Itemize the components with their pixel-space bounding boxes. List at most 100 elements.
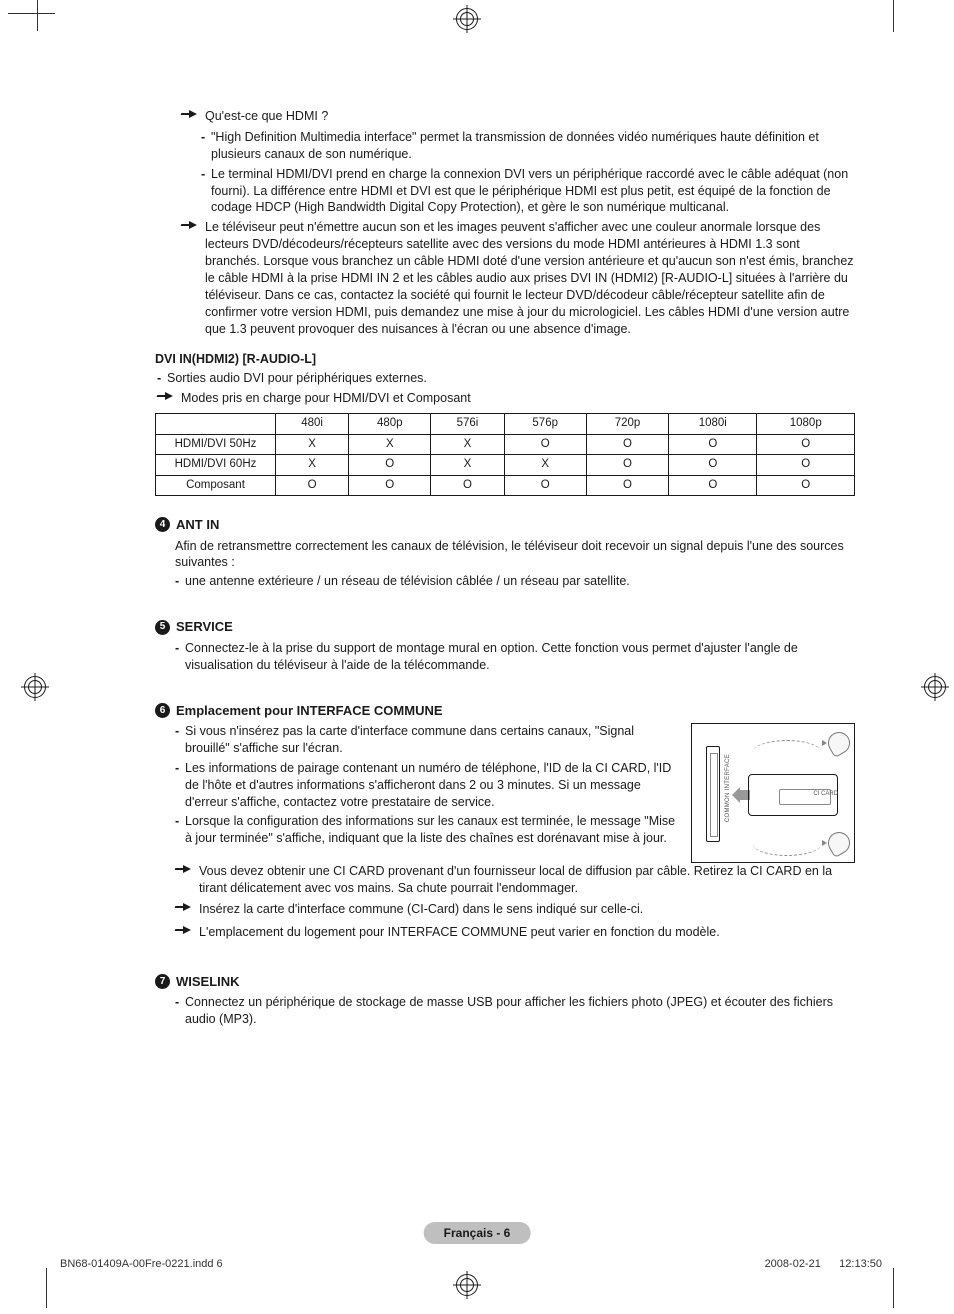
- arrow-bullet-icon: [181, 221, 195, 230]
- dash-icon: -: [201, 166, 211, 217]
- section-ant-in: 4 ANT IN Afin de retransmettre correctem…: [155, 516, 855, 590]
- arrow-bullet-icon: [175, 865, 189, 874]
- table-cell: O: [276, 475, 349, 496]
- ic-b2: Les informations de pairage contenant un…: [185, 760, 681, 811]
- wiselink-b1: Connectez un périphérique de stockage de…: [185, 994, 855, 1028]
- crop-mark-icon: [37, 13, 55, 31]
- ic-b3: Lorsque la configuration des information…: [185, 813, 681, 847]
- hdmi-block: Qu'est-ce que HDMI ? - "High Definition …: [181, 108, 855, 337]
- arrow-bullet-icon: [181, 110, 195, 119]
- dvi-b2: Modes pris en charge pour HDMI/DVI et Co…: [181, 390, 855, 407]
- motion-line-icon: [752, 830, 822, 856]
- table-cell: O: [586, 434, 668, 455]
- table-cell: HDMI/DVI 50Hz: [156, 434, 276, 455]
- dash-icon: -: [175, 813, 185, 847]
- table-cell: O: [349, 475, 431, 496]
- number-badge-icon: 5: [155, 620, 170, 635]
- hand-icon: [824, 728, 854, 758]
- table-cell: O: [669, 455, 757, 476]
- table-header: [156, 414, 276, 435]
- ci-card-label: CI CARD: [813, 790, 838, 798]
- table-header: 1080i: [669, 414, 757, 435]
- ic-a2: Insérez la carte d'interface commune (CI…: [199, 901, 855, 918]
- table-row: HDMI/DVI 50Hz X X X O O O O: [156, 434, 855, 455]
- table-row: HDMI/DVI 60Hz X O X X O O O: [156, 455, 855, 476]
- table-header: 720p: [586, 414, 668, 435]
- page-number-badge: Français - 6: [424, 1222, 531, 1244]
- number-badge-icon: 6: [155, 703, 170, 718]
- table-header: 576i: [431, 414, 504, 435]
- table-cell: X: [431, 434, 504, 455]
- section-title: WISELINK: [176, 973, 240, 991]
- dvi-block: DVI IN(HDMI2) [R-AUDIO-L] - Sorties audi…: [155, 351, 855, 496]
- table-cell: O: [431, 475, 504, 496]
- table-cell: X: [276, 455, 349, 476]
- dash-icon: -: [157, 370, 167, 387]
- dash-icon: -: [175, 573, 185, 590]
- table-cell: O: [669, 434, 757, 455]
- arrow-bullet-icon: [157, 392, 171, 401]
- footer-filename: BN68-01409A-00Fre-0221.indd 6: [60, 1257, 223, 1272]
- hdmi-def1: "High Definition Multimedia interface" p…: [211, 129, 855, 163]
- table-cell: Composant: [156, 475, 276, 496]
- dvi-title: DVI IN(HDMI2) [R-AUDIO-L]: [155, 351, 855, 368]
- ci-slot-icon: [706, 746, 720, 842]
- table-cell: HDMI/DVI 60Hz: [156, 455, 276, 476]
- arrow-bullet-icon: [175, 903, 189, 912]
- ci-card-illustration: COMMON INTERFACE CI CARD: [691, 723, 855, 863]
- section-interface-commune: 6 Emplacement pour INTERFACE COMMUNE COM…: [155, 702, 855, 945]
- registration-mark-icon: [456, 8, 478, 30]
- dash-icon: -: [175, 994, 185, 1028]
- table-cell: O: [757, 455, 855, 476]
- registration-mark-icon: [456, 1274, 478, 1296]
- table-cell: O: [757, 475, 855, 496]
- crop-mark-icon: [876, 22, 894, 40]
- dvi-b1: Sorties audio DVI pour périphériques ext…: [167, 370, 855, 387]
- table-row: Composant O O O O O O O: [156, 475, 855, 496]
- registration-mark-icon: [924, 676, 946, 698]
- section-service: 5 SERVICE - Connectez-le à la prise du s…: [155, 618, 855, 673]
- table-cell: O: [586, 475, 668, 496]
- table-cell: X: [431, 455, 504, 476]
- section-title: ANT IN: [176, 516, 219, 534]
- table-header-row: 480i 480p 576i 576p 720p 1080i 1080p: [156, 414, 855, 435]
- table-cell: O: [504, 434, 586, 455]
- table-cell: X: [504, 455, 586, 476]
- page-content: Qu'est-ce que HDMI ? - "High Definition …: [155, 108, 855, 1031]
- section-title: SERVICE: [176, 618, 233, 636]
- dash-icon: -: [175, 640, 185, 674]
- dash-icon: -: [175, 760, 185, 811]
- table-cell: X: [276, 434, 349, 455]
- ic-a3: L'emplacement du logement pour INTERFACE…: [199, 924, 855, 941]
- hdmi-warning: Le téléviseur peut n'émettre aucun son e…: [205, 219, 855, 337]
- motion-line-icon: [752, 740, 822, 766]
- footer-timestamp: 2008-02-21 12:13:50: [765, 1257, 882, 1272]
- dash-icon: -: [201, 129, 211, 163]
- hdmi-def2: Le terminal HDMI/DVI prend en charge la …: [211, 166, 855, 217]
- hdmi-question: Qu'est-ce que HDMI ?: [205, 108, 855, 125]
- section-title: Emplacement pour INTERFACE COMMUNE: [176, 702, 443, 720]
- ic-a1: Vous devez obtenir une CI CARD provenant…: [199, 863, 855, 897]
- table-cell: O: [586, 455, 668, 476]
- hand-icon: [824, 828, 854, 858]
- service-b1: Connectez-le à la prise du support de mo…: [185, 640, 855, 674]
- table-cell: O: [757, 434, 855, 455]
- table-header: 576p: [504, 414, 586, 435]
- dash-icon: -: [175, 723, 185, 757]
- ant-in-b1: une antenne extérieure / un réseau de té…: [185, 573, 855, 590]
- ic-b1: Si vous n'insérez pas la carte d'interfa…: [185, 723, 681, 757]
- ant-in-text: Afin de retransmettre correctement les c…: [175, 538, 855, 572]
- section-wiselink: 7 WISELINK - Connectez un périphérique d…: [155, 973, 855, 1028]
- table-header: 1080p: [757, 414, 855, 435]
- ci-slot-label: COMMON INTERFACE: [724, 754, 732, 822]
- arrow-icon: [822, 740, 827, 746]
- table-cell: X: [349, 434, 431, 455]
- arrow-icon: [822, 840, 827, 846]
- table-cell: O: [669, 475, 757, 496]
- table-header: 480i: [276, 414, 349, 435]
- table-cell: O: [504, 475, 586, 496]
- number-badge-icon: 7: [155, 974, 170, 989]
- registration-mark-icon: [24, 676, 46, 698]
- modes-table: 480i 480p 576i 576p 720p 1080i 1080p HDM…: [155, 413, 855, 496]
- table-cell: O: [349, 455, 431, 476]
